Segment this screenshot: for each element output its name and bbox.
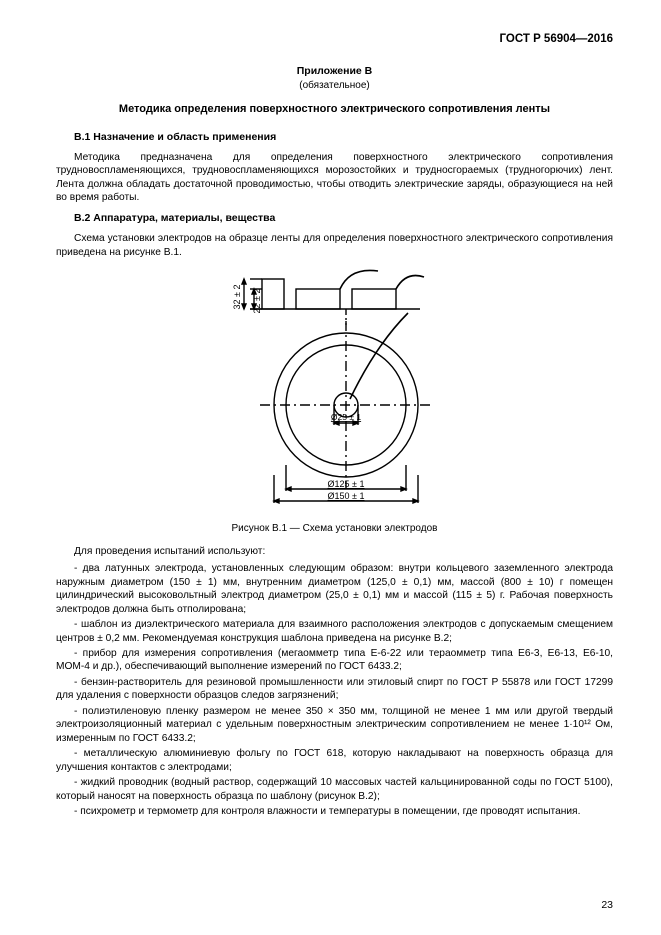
list-item: - прибор для измерения сопротивления (ме…	[56, 647, 613, 674]
list-item: - шаблон из диэлектрического материала д…	[56, 618, 613, 645]
list-item: - два латунных электрода, установленных …	[56, 562, 613, 616]
appendix-title: Методика определения поверхностного элек…	[56, 102, 613, 117]
dim-22: 22 ± 2	[252, 289, 262, 314]
appendix-type: (обязательное)	[56, 79, 613, 92]
para-b2-1: Схема установки электродов на образце ле…	[56, 232, 613, 259]
para-b1-1: Методика предназначена для определения п…	[56, 151, 613, 205]
appendix-label: Приложение В	[56, 65, 613, 79]
figure-b1: 32 ± 2 22 ± 2 Ø25 ± 1 Ø125 ± 1 Ø150 ± 1	[56, 265, 613, 517]
list-item: - бензин-растворитель для резиновой пром…	[56, 676, 613, 703]
list-item: - полиэтиленовую пленку размером не мене…	[56, 705, 613, 745]
svg-text:Ø25 ± 1: Ø25 ± 1	[330, 412, 360, 422]
dim-32: 32 ± 2	[232, 285, 242, 310]
heading-b2: В.2 Аппаратура, материалы, вещества	[56, 212, 613, 226]
list-item: - психрометр и термометр для контроля вл…	[56, 805, 613, 818]
list-item: - жидкий проводник (водный раствор, соде…	[56, 776, 613, 803]
dim-d25: Ø25 ± 1	[330, 412, 360, 422]
heading-b1: В.1 Назначение и область применения	[56, 131, 613, 145]
svg-text:Ø125 ± 1: Ø125 ± 1	[327, 479, 364, 489]
standard-header: ГОСТ Р 56904—2016	[56, 32, 613, 47]
dim-d150: Ø150 ± 1	[327, 491, 364, 501]
list-item: - металлическую алюминиевую фольгу по ГО…	[56, 747, 613, 774]
svg-text:Ø150 ± 1: Ø150 ± 1	[327, 491, 364, 501]
para-b2-2: Для проведения испытаний используют:	[56, 545, 613, 558]
page-number: 23	[601, 899, 613, 913]
equipment-list: - два латунных электрода, установленных …	[56, 562, 613, 818]
page: ГОСТ Р 56904—2016 Приложение В (обязател…	[0, 0, 661, 935]
electrode-diagram: 32 ± 2 22 ± 2 Ø25 ± 1 Ø125 ± 1 Ø150 ± 1	[190, 265, 480, 513]
dim-d125: Ø125 ± 1	[327, 479, 364, 489]
figure-caption: Рисунок В.1 — Схема установки электродов	[56, 522, 613, 535]
appendix-block: Приложение В (обязательное)	[56, 65, 613, 92]
